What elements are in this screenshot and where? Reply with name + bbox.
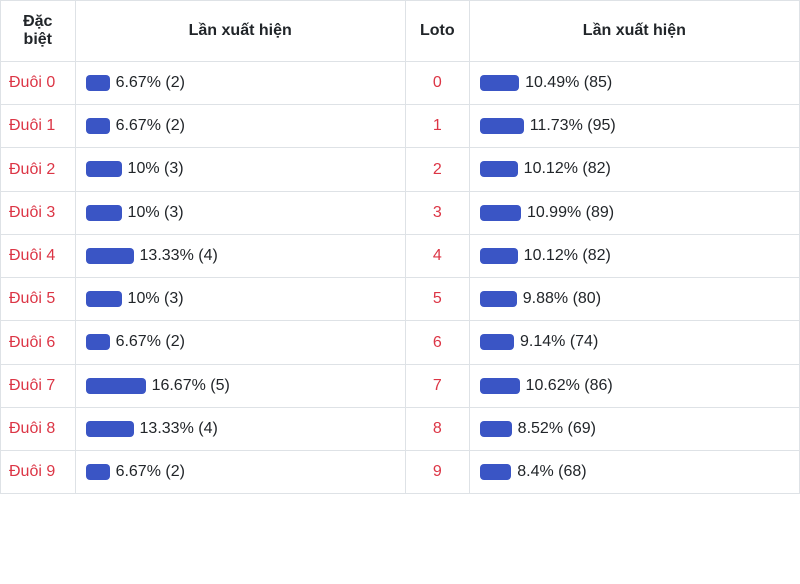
dacbiet-bar	[86, 378, 146, 394]
table-row: Đuôi 6 6.67% (2) 6 9.14% (74)	[1, 321, 800, 364]
dacbiet-cell: Đuôi 1	[1, 105, 76, 148]
table-row: Đuôi 8 13.33% (4) 8 8.52% (69)	[1, 407, 800, 450]
loto-bar	[480, 75, 519, 91]
dacbiet-bar	[86, 75, 110, 91]
loto-bar	[480, 248, 518, 264]
dacbiet-bar-text: 6.67% (2)	[116, 333, 185, 350]
dacbiet-bar	[86, 334, 110, 350]
loto-bar-text: 10.49% (85)	[525, 74, 612, 91]
dacbiet-bar-cell: 6.67% (2)	[75, 321, 405, 364]
loto-bar-cell: 11.73% (95)	[469, 105, 799, 148]
table-row: Đuôi 7 16.67% (5) 7 10.62% (86)	[1, 364, 800, 407]
loto-bar-cell: 10.62% (86)	[469, 364, 799, 407]
loto-bar-text: 11.73% (95)	[530, 117, 616, 134]
loto-bar-text: 9.14% (74)	[520, 333, 598, 350]
table-row: Đuôi 0 6.67% (2) 0 10.49% (85)	[1, 62, 800, 105]
loto-cell: 9	[405, 451, 469, 494]
dacbiet-bar	[86, 248, 134, 264]
dacbiet-bar-text: 10% (3)	[128, 204, 184, 221]
dacbiet-cell: Đuôi 3	[1, 191, 76, 234]
loto-bar	[480, 118, 524, 134]
loto-bar-text: 10.62% (86)	[526, 377, 613, 394]
dacbiet-cell: Đuôi 2	[1, 148, 76, 191]
loto-cell: 1	[405, 105, 469, 148]
dacbiet-bar-text: 6.67% (2)	[116, 463, 185, 480]
table-row: Đuôi 1 6.67% (2) 1 11.73% (95)	[1, 105, 800, 148]
loto-bar	[480, 378, 520, 394]
loto-bar-text: 10.99% (89)	[527, 204, 614, 221]
dacbiet-cell: Đuôi 4	[1, 234, 76, 277]
loto-bar-cell: 10.12% (82)	[469, 148, 799, 191]
loto-bar-cell: 10.12% (82)	[469, 234, 799, 277]
dacbiet-cell: Đuôi 5	[1, 278, 76, 321]
dacbiet-bar	[86, 464, 110, 480]
dacbiet-cell: Đuôi 8	[1, 407, 76, 450]
table-row: Đuôi 9 6.67% (2) 9 8.4% (68)	[1, 451, 800, 494]
table-row: Đuôi 2 10% (3) 2 10.12% (82)	[1, 148, 800, 191]
dacbiet-bar	[86, 118, 110, 134]
dacbiet-bar-cell: 16.67% (5)	[75, 364, 405, 407]
dacbiet-bar-text: 13.33% (4)	[140, 247, 218, 264]
header-loto: Loto	[405, 1, 469, 62]
loto-bar-text: 9.88% (80)	[523, 290, 601, 307]
loto-bar-cell: 10.49% (85)	[469, 62, 799, 105]
loto-bar	[480, 161, 518, 177]
dacbiet-bar-text: 10% (3)	[128, 290, 184, 307]
dacbiet-bar-cell: 10% (3)	[75, 148, 405, 191]
loto-bar-cell: 9.88% (80)	[469, 278, 799, 321]
loto-bar-text: 10.12% (82)	[524, 247, 611, 264]
dacbiet-bar-cell: 6.67% (2)	[75, 105, 405, 148]
loto-cell: 0	[405, 62, 469, 105]
header-lan1: Lần xuất hiện	[75, 1, 405, 62]
dacbiet-bar	[86, 205, 122, 221]
dacbiet-bar	[86, 421, 134, 437]
loto-bar-cell: 8.4% (68)	[469, 451, 799, 494]
loto-bar	[480, 334, 514, 350]
header-dacbiet: Đặc biệt	[1, 1, 76, 62]
dacbiet-bar-cell: 13.33% (4)	[75, 407, 405, 450]
loto-cell: 4	[405, 234, 469, 277]
dacbiet-bar-cell: 6.67% (2)	[75, 62, 405, 105]
table-row: Đuôi 3 10% (3) 3 10.99% (89)	[1, 191, 800, 234]
loto-bar	[480, 291, 517, 307]
loto-bar-text: 10.12% (82)	[524, 160, 611, 177]
dacbiet-bar-cell: 6.67% (2)	[75, 451, 405, 494]
dacbiet-cell: Đuôi 9	[1, 451, 76, 494]
dacbiet-bar-cell: 10% (3)	[75, 278, 405, 321]
dacbiet-bar-text: 6.67% (2)	[116, 117, 185, 134]
header-lan2: Lần xuất hiện	[469, 1, 799, 62]
dacbiet-cell: Đuôi 6	[1, 321, 76, 364]
loto-cell: 8	[405, 407, 469, 450]
loto-bar-cell: 8.52% (69)	[469, 407, 799, 450]
loto-bar	[480, 464, 512, 480]
dacbiet-bar	[86, 161, 122, 177]
loto-cell: 5	[405, 278, 469, 321]
loto-bar-text: 8.52% (69)	[518, 420, 596, 437]
loto-bar-text: 8.4% (68)	[517, 463, 586, 480]
loto-bar	[480, 421, 512, 437]
table-row: Đuôi 4 13.33% (4) 4 10.12% (82)	[1, 234, 800, 277]
loto-bar	[480, 205, 521, 221]
dacbiet-bar-text: 13.33% (4)	[140, 420, 218, 437]
dacbiet-bar-text: 6.67% (2)	[116, 74, 185, 91]
header-row: Đặc biệt Lần xuất hiện Loto Lần xuất hiệ…	[1, 1, 800, 62]
loto-cell: 2	[405, 148, 469, 191]
dacbiet-cell: Đuôi 7	[1, 364, 76, 407]
loto-bar-cell: 9.14% (74)	[469, 321, 799, 364]
loto-bar-cell: 10.99% (89)	[469, 191, 799, 234]
table-row: Đuôi 5 10% (3) 5 9.88% (80)	[1, 278, 800, 321]
dacbiet-cell: Đuôi 0	[1, 62, 76, 105]
loto-cell: 7	[405, 364, 469, 407]
loto-cell: 6	[405, 321, 469, 364]
stats-table: Đặc biệt Lần xuất hiện Loto Lần xuất hiệ…	[0, 0, 800, 494]
dacbiet-bar-text: 16.67% (5)	[152, 377, 230, 394]
dacbiet-bar-cell: 10% (3)	[75, 191, 405, 234]
dacbiet-bar	[86, 291, 122, 307]
dacbiet-bar-text: 10% (3)	[128, 160, 184, 177]
dacbiet-bar-cell: 13.33% (4)	[75, 234, 405, 277]
loto-cell: 3	[405, 191, 469, 234]
